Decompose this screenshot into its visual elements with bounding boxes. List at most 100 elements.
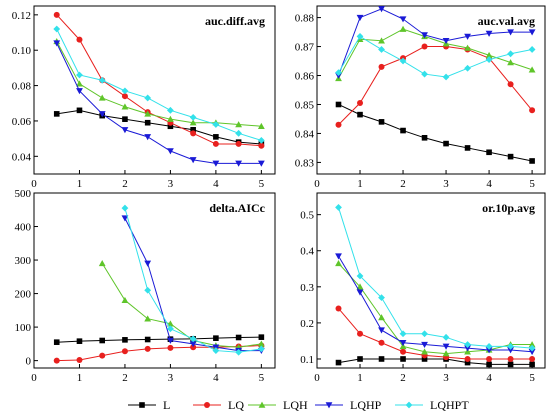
data-point-LQH	[167, 115, 174, 122]
data-point-LQH	[257, 122, 265, 129]
data-point-LQH	[235, 121, 243, 128]
series-LQH	[335, 25, 536, 82]
data-point-LQHPT	[528, 344, 536, 352]
data-point-LQ	[76, 36, 83, 43]
data-point-LQ	[258, 142, 265, 149]
data-point-LQ	[335, 121, 342, 128]
data-point-L	[235, 334, 242, 341]
x-tick-label: 1	[357, 178, 363, 190]
data-point-L	[529, 361, 535, 368]
data-point-L	[357, 356, 363, 362]
x-tick-label: 5	[529, 372, 535, 384]
data-point-L	[144, 119, 151, 126]
series-LQHPT	[121, 204, 265, 356]
plot-frame	[33, 5, 276, 175]
series-L	[53, 334, 265, 345]
data-point-LQ	[464, 355, 471, 362]
series-L	[335, 101, 535, 164]
y-tick-label: 0.08	[12, 81, 32, 93]
data-point-LQHPT	[399, 57, 407, 65]
x-tick-label: 4	[213, 178, 219, 190]
data-point-LQHP	[507, 347, 514, 354]
data-point-L	[464, 359, 471, 366]
data-point-LQHPT	[76, 71, 83, 79]
series-line-LQHPT	[338, 35, 533, 78]
panel-title: auc.diff.avg	[205, 14, 265, 28]
data-point-LQH	[356, 283, 364, 290]
chart-panel-auc.diff.avg: 0 1 2 3 4 5 0.04 0.06 0.08 0.10 0.12 auc.diff.avg	[12, 5, 276, 190]
data-point-LQHPT	[464, 341, 471, 348]
data-point-LQHP	[144, 260, 152, 267]
x-tick-label: 3	[168, 372, 174, 384]
data-point-LQH	[76, 80, 83, 87]
data-point-LQHPT	[442, 333, 450, 341]
x-tick-label: 2	[400, 372, 406, 384]
data-point-LQHPT	[212, 347, 220, 354]
series-LQ	[335, 305, 536, 362]
data-point-L	[213, 335, 219, 341]
data-point-LQHP	[442, 343, 450, 350]
series-line-LQ	[338, 46, 533, 126]
data-point-LQHP	[212, 160, 220, 167]
data-point-LQ	[529, 107, 536, 114]
y-tick-label: 0.1	[300, 354, 314, 366]
series-L	[53, 107, 265, 147]
x-tick-label: 1	[357, 372, 363, 384]
data-point-LQHP	[528, 349, 536, 356]
data-point-LQH	[257, 340, 265, 347]
data-point-LQHPT	[335, 204, 342, 211]
legend-item-LQ: LQ	[193, 398, 244, 412]
data-point-L	[335, 359, 342, 366]
chart-panel-or.10p.avg: 0 1 2 3 4 5 0.1 0.2 0.3 0.4 0.5 or.10p.avg	[300, 192, 546, 384]
x-tick-label: 3	[443, 178, 449, 190]
data-point-LQHP	[507, 29, 514, 36]
series-line-L	[56, 336, 262, 343]
series-LQHPT	[53, 25, 265, 144]
data-point-LQHPT	[421, 70, 428, 78]
data-point-LQ	[400, 348, 407, 355]
data-point-LQHP	[356, 289, 364, 296]
x-tick-label: 5	[529, 178, 535, 190]
data-point-LQH	[98, 94, 106, 101]
data-point-LQ	[335, 305, 342, 312]
data-point-LQHP	[167, 337, 174, 344]
data-point-LQ	[53, 357, 60, 364]
series-LQHP	[53, 40, 265, 167]
data-point-LQ	[507, 81, 514, 88]
data-point-LQHPT	[98, 76, 106, 84]
y-tick-label: 0.4	[300, 246, 314, 258]
series-L	[335, 356, 535, 368]
data-point-LQH	[399, 25, 407, 32]
data-point-LQHP	[528, 29, 536, 36]
legend: L LQ LQH LQHP LQHPT	[128, 398, 469, 412]
data-point-L	[400, 127, 406, 134]
data-point-LQ	[99, 352, 106, 359]
series-line-LQH	[56, 41, 262, 127]
data-point-LQHPT	[144, 286, 152, 294]
legend-label: LQH	[283, 398, 308, 412]
data-point-LQHPT	[235, 348, 243, 356]
data-point-LQHP	[356, 14, 364, 21]
plot-frame	[316, 5, 546, 175]
series-line-L	[338, 104, 533, 162]
data-point-LQ	[144, 345, 151, 352]
data-point-LQH	[189, 119, 197, 126]
x-tick-label: 0	[314, 178, 320, 190]
series-line-LQH	[338, 263, 533, 355]
series-LQ	[335, 43, 536, 128]
series-line-L	[338, 358, 533, 365]
panels: 0 1 2 3 4 50.040.060.080.100.12 auc.diff.avg 0 1…	[12, 5, 546, 384]
y-tick-label: 0.87	[295, 42, 315, 54]
legend-marker	[405, 401, 413, 409]
data-point-LQHPT	[167, 106, 174, 114]
y-tick-label: 0.83	[295, 157, 315, 169]
y-tick-label: 300	[15, 255, 32, 267]
data-point-LQHPT	[442, 73, 450, 81]
data-point-LQH	[121, 296, 129, 303]
series-LQ	[53, 342, 265, 364]
y-tick-label: 100	[15, 322, 32, 334]
legend-label: LQ	[228, 398, 244, 412]
data-point-LQHP	[421, 32, 428, 39]
data-point-LQHP	[464, 33, 471, 40]
